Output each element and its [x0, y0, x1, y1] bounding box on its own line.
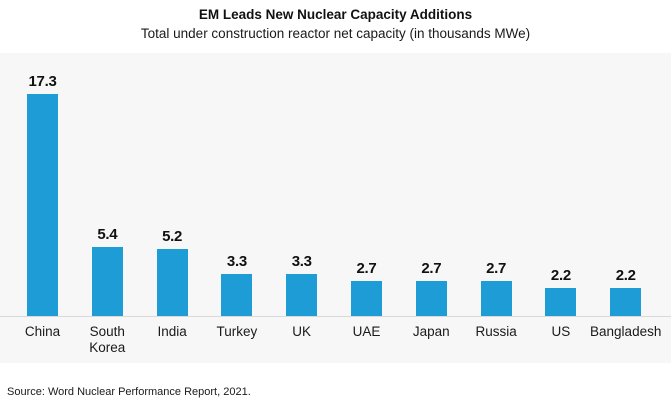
category-label: Japan	[412, 324, 450, 339]
bar-value-label: 5.2	[162, 228, 183, 245]
bar	[27, 94, 58, 316]
bar-value-label: 2.7	[486, 260, 507, 277]
chart-title: EM Leads New Nuclear Capacity Additions	[198, 7, 473, 22]
x-axis-line	[0, 316, 671, 317]
category-label: South Korea	[89, 324, 126, 355]
bar	[610, 288, 642, 316]
bar	[156, 249, 188, 316]
bar	[91, 247, 123, 316]
source-note: Source: Word Nuclear Performance Report,…	[7, 386, 251, 398]
bar-value-label: 2.2	[615, 267, 636, 284]
bar	[480, 281, 512, 316]
bar	[545, 288, 577, 316]
category-label: UK	[292, 324, 312, 339]
bar	[221, 274, 253, 316]
category-label: Bangladesh	[590, 324, 662, 339]
plot-area: 17.3 China 5.4 South Korea 5.2 India 3.3 Turkey…	[0, 53, 671, 363]
bar	[351, 281, 382, 316]
category-label: India	[157, 324, 187, 339]
bar-value-label: 3.3	[226, 253, 247, 270]
category-label: Turkey	[216, 324, 258, 339]
bar-value-label: 2.7	[356, 260, 377, 277]
category-label: UAE	[352, 324, 381, 339]
chart-header: EM Leads New Nuclear Capacity Additions …	[0, 0, 671, 41]
bar-value-label: 2.2	[550, 267, 571, 284]
bar-value-label: 5.4	[97, 226, 118, 243]
bar-value-label: 2.7	[421, 260, 442, 277]
category-label: US	[551, 324, 571, 339]
bar-value-label: 17.3	[28, 73, 57, 90]
category-label: China	[24, 324, 61, 339]
bar-value-label: 3.3	[291, 253, 312, 270]
bar	[286, 274, 318, 316]
chart-subtitle: Total under construction reactor net cap…	[140, 26, 531, 41]
category-label: Russia	[475, 324, 517, 339]
bar	[415, 281, 447, 316]
